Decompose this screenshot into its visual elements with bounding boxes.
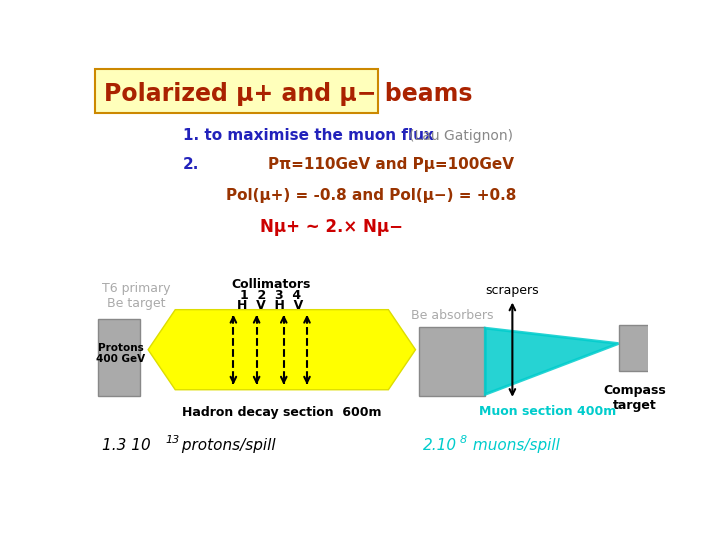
Text: T6 primary
Be target: T6 primary Be target	[102, 282, 171, 310]
Text: Pol(μ+) = -0.8 and Pol(μ−) = +0.8: Pol(μ+) = -0.8 and Pol(μ−) = +0.8	[225, 188, 516, 203]
Text: Polarized μ+ and μ− beams: Polarized μ+ and μ− beams	[104, 82, 472, 106]
Bar	[419, 327, 485, 396]
Text: 2.10: 2.10	[423, 438, 457, 454]
Text: Protons
400 GeV: Protons 400 GeV	[96, 343, 145, 364]
Text: Nμ+ ~ 2.× Nμ−: Nμ+ ~ 2.× Nμ−	[261, 218, 403, 235]
Text: Muon section 400m: Muon section 400m	[479, 405, 616, 418]
Text: 8: 8	[459, 435, 467, 445]
Text: 1. to maximise the muon flux: 1. to maximise the muon flux	[183, 128, 439, 143]
Text: Be absorbers: Be absorbers	[410, 308, 493, 321]
Text: Hadron decay section  600m: Hadron decay section 600m	[182, 406, 382, 420]
Text: Pπ=110GeV and Pμ=100GeV: Pπ=110GeV and Pμ=100GeV	[269, 157, 514, 172]
Text: Collimators: Collimators	[231, 278, 310, 291]
FancyBboxPatch shape	[94, 70, 378, 112]
Polygon shape	[485, 328, 618, 394]
Bar	[618, 325, 651, 372]
Text: muons/spill: muons/spill	[468, 438, 560, 454]
Bar	[98, 319, 140, 396]
Text: (Lau Gatignon): (Lau Gatignon)	[409, 129, 513, 143]
Text: H  V  H  V: H V H V	[238, 299, 304, 312]
Polygon shape	[148, 309, 415, 390]
Text: 13: 13	[166, 435, 180, 445]
Text: 2.: 2.	[183, 157, 199, 172]
Text: 1  2  3  4: 1 2 3 4	[240, 288, 301, 301]
Text: 1.3 10: 1.3 10	[102, 438, 150, 454]
Text: scrapers: scrapers	[485, 284, 539, 297]
Text: protons/spill: protons/spill	[177, 438, 276, 454]
Text: Compass
target: Compass target	[603, 384, 666, 413]
